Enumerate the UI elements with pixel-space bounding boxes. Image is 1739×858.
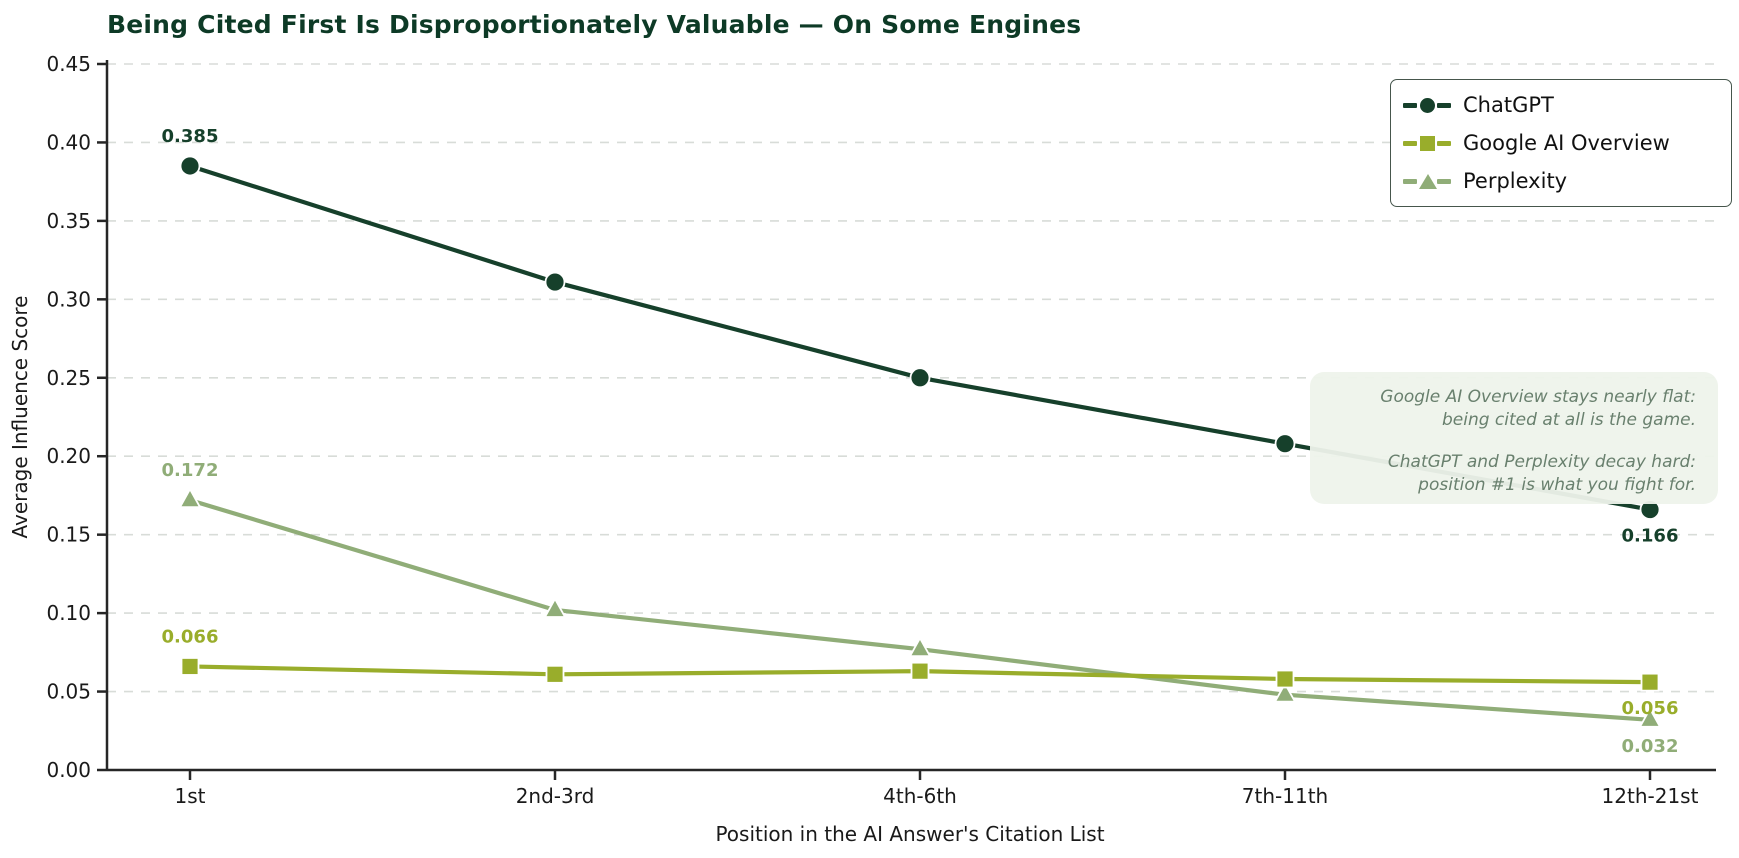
legend: ChatGPT Google AI Overview Perplexity [1390, 79, 1732, 207]
y-axis-label: Average Influence Score [8, 295, 32, 539]
svg-text:0.056: 0.056 [1622, 698, 1679, 719]
svg-text:0.25: 0.25 [46, 366, 91, 390]
svg-text:0.10: 0.10 [46, 601, 91, 625]
svg-text:4th-6th: 4th-6th [883, 784, 957, 808]
square-marker-icon [1403, 133, 1451, 153]
svg-text:7th-11th: 7th-11th [1242, 784, 1328, 808]
svg-text:0.385: 0.385 [162, 126, 219, 147]
svg-text:0.00: 0.00 [46, 758, 91, 782]
legend-item-google-ai-overview: Google AI Overview [1403, 127, 1717, 159]
annotation-box: Google AI Overview stays nearly flat: be… [1310, 372, 1718, 504]
svg-text:0.20: 0.20 [46, 444, 91, 468]
svg-text:0.172: 0.172 [162, 460, 219, 481]
svg-text:0.15: 0.15 [46, 523, 91, 547]
legend-label-chatgpt: ChatGPT [1463, 93, 1554, 117]
circle-marker-icon [1403, 95, 1451, 115]
svg-text:0.40: 0.40 [46, 130, 91, 154]
annotation-paragraph-2: ChatGPT and Perplexity decay hard: posit… [1387, 451, 1696, 496]
annotation-paragraph-1: Google AI Overview stays nearly flat: be… [1380, 387, 1696, 431]
legend-item-perplexity: Perplexity [1403, 165, 1717, 197]
svg-text:0.032: 0.032 [1622, 736, 1679, 757]
svg-text:0.05: 0.05 [46, 680, 91, 704]
svg-text:12th-21st: 12th-21st [1602, 784, 1699, 808]
svg-text:0.066: 0.066 [162, 626, 219, 647]
legend-label-perplexity: Perplexity [1463, 169, 1568, 193]
svg-text:2nd-3rd: 2nd-3rd [516, 784, 595, 808]
svg-text:0.30: 0.30 [46, 287, 91, 311]
chart-title: Being Cited First Is Disproportionately … [107, 10, 1082, 39]
x-axis-label: Position in the AI Answer's Citation Lis… [715, 822, 1105, 846]
svg-text:1st: 1st [175, 784, 206, 808]
svg-text:0.35: 0.35 [46, 209, 91, 233]
legend-item-chatgpt: ChatGPT [1403, 89, 1717, 121]
legend-label-google-ai-overview: Google AI Overview [1463, 131, 1670, 155]
triangle-marker-icon [1403, 171, 1451, 191]
svg-text:0.45: 0.45 [46, 52, 91, 76]
svg-text:0.166: 0.166 [1622, 526, 1679, 547]
